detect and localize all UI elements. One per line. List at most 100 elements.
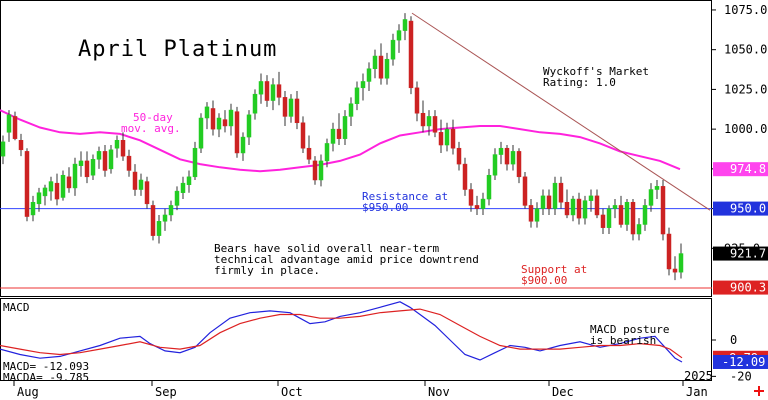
macd-y-ticks: 0 -20 [712, 333, 752, 383]
candle [384, 52, 390, 85]
candle [528, 199, 534, 228]
candle [276, 71, 282, 106]
candle-body [426, 116, 432, 127]
candle-body [234, 111, 240, 154]
candle [420, 100, 426, 133]
candle-body [522, 176, 528, 206]
candle-body [132, 171, 138, 190]
candle [588, 189, 594, 212]
candle [570, 195, 576, 222]
candle [498, 141, 504, 165]
candle-body [636, 224, 642, 235]
candle-body [450, 128, 456, 149]
candle-body [168, 205, 174, 216]
candle [288, 94, 294, 123]
candle-body [456, 147, 462, 165]
macda-series-line [0, 308, 683, 359]
candle-body [444, 128, 450, 146]
macd-note-2: is bearish [590, 334, 656, 347]
candle-body [384, 58, 390, 79]
candle [24, 148, 30, 222]
candle [408, 16, 414, 95]
candle [36, 187, 42, 212]
macd-series-line [0, 301, 683, 363]
candle [108, 145, 114, 174]
candle-body [60, 174, 66, 198]
candle-body [42, 187, 48, 197]
candle-body [420, 112, 426, 127]
x-tick-label: Oct [281, 385, 303, 399]
candle-body [474, 205, 480, 209]
candle-body [96, 151, 102, 160]
candle [456, 141, 462, 171]
candle [558, 176, 564, 209]
candle [348, 97, 354, 126]
candle [468, 183, 474, 212]
candle [330, 122, 336, 152]
y-tick-label: 1075.0 [724, 3, 767, 17]
candle [390, 33, 396, 66]
ma-label-1: 50-day [133, 111, 173, 124]
candle [210, 100, 216, 136]
candle [540, 189, 546, 215]
candle-body [18, 140, 24, 151]
candle [492, 148, 498, 180]
candle [678, 243, 684, 279]
candle-body [336, 128, 342, 139]
candle-body [228, 109, 234, 127]
support-label-2: $900.00 [521, 274, 567, 287]
candle [42, 184, 48, 206]
candle-body [360, 81, 366, 89]
candle-body [24, 151, 30, 217]
candle [156, 214, 162, 244]
candle [606, 205, 612, 235]
candle-body [552, 182, 558, 209]
macd-tick-label: -20 [730, 369, 752, 383]
candle [234, 106, 240, 158]
candle [18, 133, 24, 157]
candle-body [612, 205, 618, 209]
candle [216, 113, 222, 138]
candle [162, 208, 168, 231]
candle-body [588, 195, 594, 201]
candle-body [198, 117, 204, 149]
x-tick-label: Nov [428, 385, 450, 399]
candle-body [366, 68, 372, 82]
price-panel-frame [0, 0, 712, 297]
candle-body [414, 87, 420, 114]
candle-body [288, 98, 294, 117]
candle [168, 200, 174, 222]
candle-body [528, 205, 534, 222]
candle [648, 183, 654, 212]
resistance-label-1: Resistance at [362, 190, 448, 203]
candle-body [432, 116, 438, 133]
candle-body [498, 147, 504, 155]
candle-body [408, 20, 414, 89]
macda-readout: MACDA= -9.785 [3, 371, 89, 384]
support-badge [713, 280, 768, 295]
candle [78, 151, 84, 177]
candle-body [12, 116, 18, 139]
candle [204, 102, 210, 130]
candle [576, 192, 582, 225]
candle-body [84, 160, 90, 178]
candle [102, 145, 108, 177]
chart-title: April Platinum [78, 37, 277, 62]
candle [654, 179, 660, 200]
candle [114, 135, 120, 158]
candle-body [606, 208, 612, 228]
candle [0, 135, 6, 165]
x-axis: Aug Sep Oct Nov Dec Jan [13, 381, 708, 399]
candle-body [618, 205, 624, 225]
candle-body [600, 214, 606, 228]
candle [264, 75, 270, 107]
candle-body [348, 103, 354, 117]
candle-body [162, 214, 168, 222]
candle-body [558, 182, 564, 203]
candle-body [576, 198, 582, 219]
candle [192, 141, 198, 180]
candle-body [210, 108, 216, 130]
macd-badges: -9.79-12.09 [713, 350, 768, 369]
candle-body [30, 201, 36, 216]
